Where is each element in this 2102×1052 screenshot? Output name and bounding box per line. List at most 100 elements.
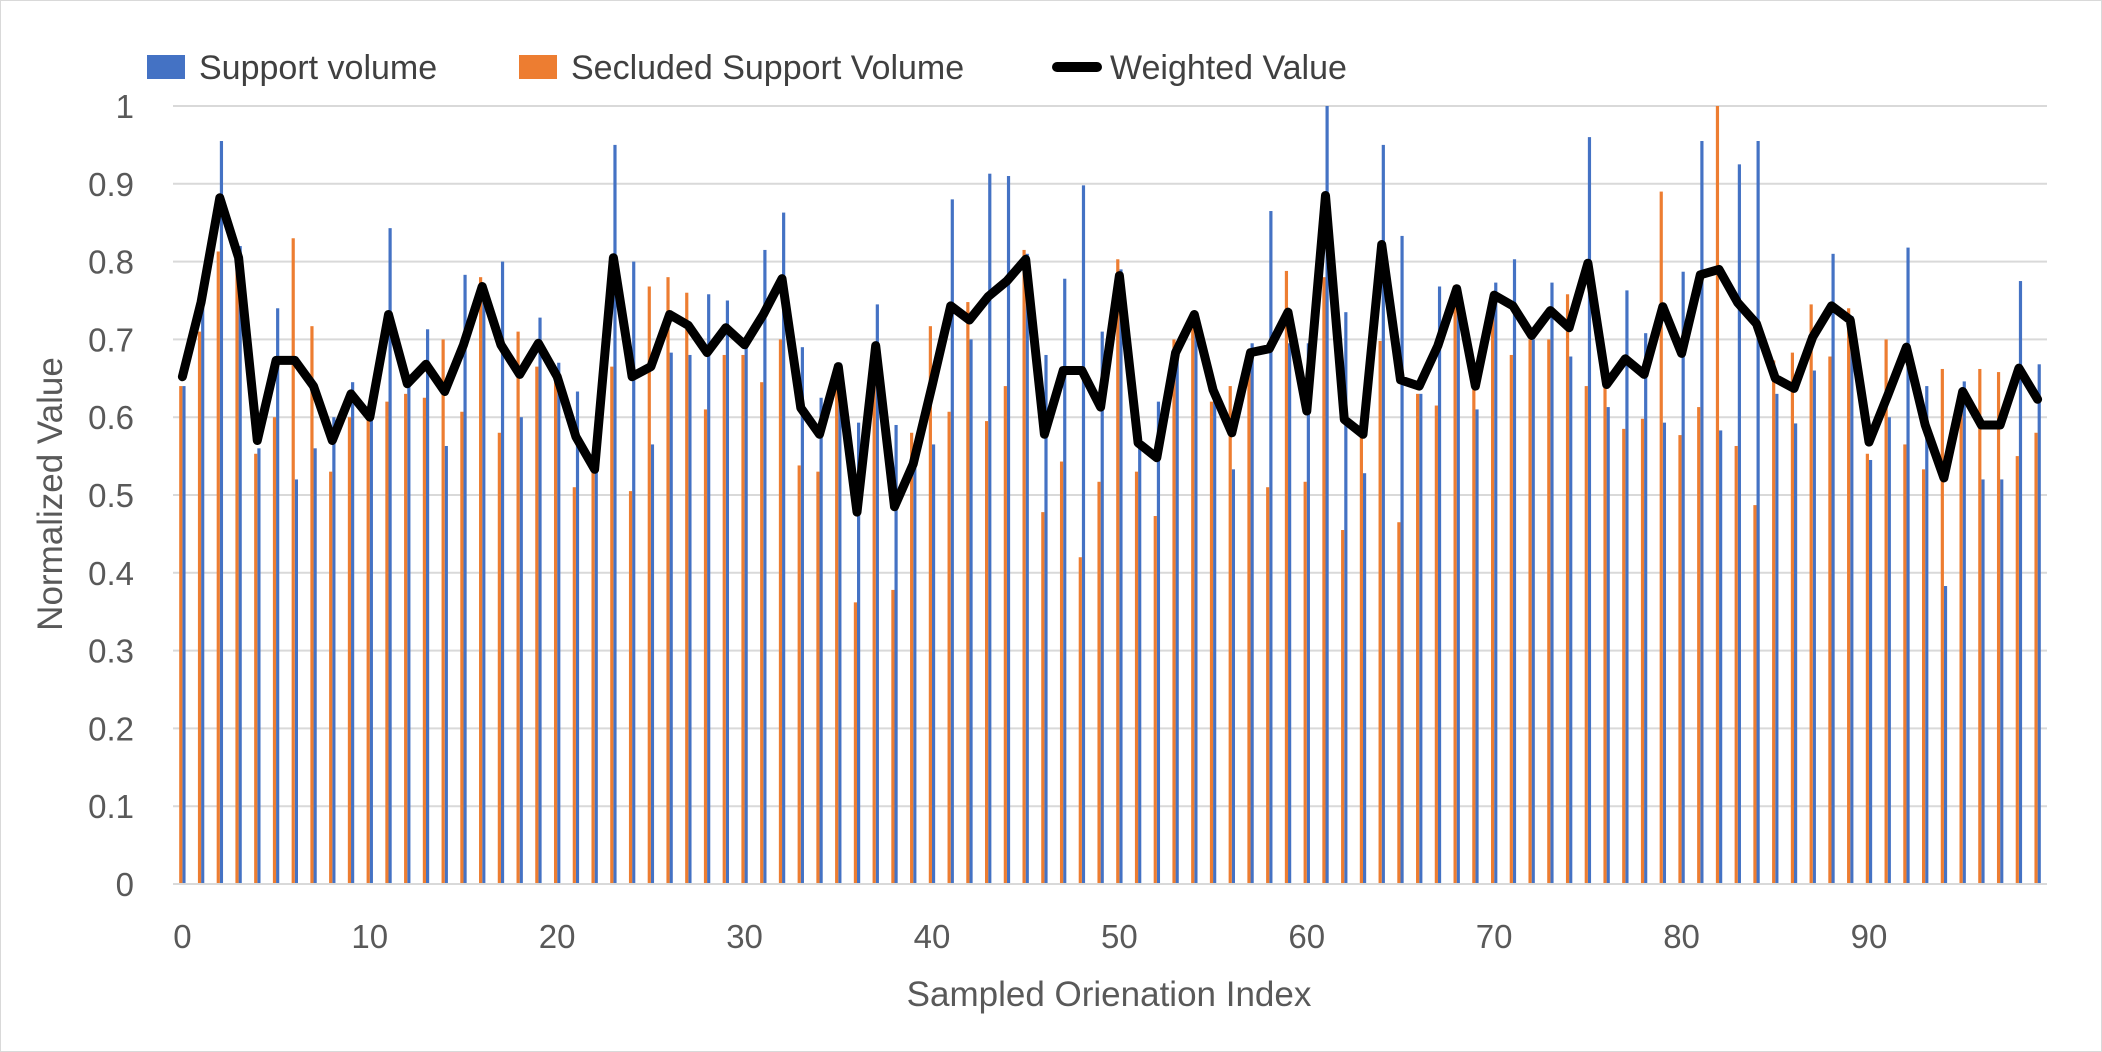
support-volume-bar xyxy=(1175,344,1179,884)
secluded-support-volume-bar xyxy=(1059,461,1064,884)
support-volume-bar xyxy=(1269,211,1273,884)
support-volume-bar xyxy=(482,292,486,885)
y-tick-label: 0.8 xyxy=(88,244,134,281)
support-volume-bar xyxy=(444,445,448,884)
y-axis-title: Normalized Value xyxy=(31,357,70,631)
secluded-support-volume-bar xyxy=(441,339,445,884)
support-volume-bar xyxy=(1156,401,1161,884)
secluded-support-volume-bar xyxy=(1359,436,1363,884)
support-volume-bar xyxy=(1775,393,1779,884)
support-volume-bar xyxy=(1494,282,1498,885)
support-volume-bar xyxy=(1456,292,1460,885)
support-volume-bar xyxy=(182,386,186,884)
legend-label-weighted-value: Weighted Value xyxy=(1110,49,1347,87)
support-volume-bar xyxy=(388,228,392,884)
support-volume-bar xyxy=(613,144,617,884)
support-volume-bar xyxy=(1587,137,1592,884)
secluded-support-volume-bar xyxy=(1228,386,1232,884)
secluded-support-volume-bar xyxy=(479,277,483,884)
secluded-support-volume-bar xyxy=(179,386,183,884)
secluded-support-volume-bar xyxy=(985,421,989,884)
support-volume-bar xyxy=(1344,312,1348,884)
support-volume-bar xyxy=(1906,247,1910,884)
support-volume-bar xyxy=(538,317,542,885)
secluded-support-volume-bar xyxy=(1097,481,1101,884)
secluded-support-volume-bar xyxy=(1247,362,1251,884)
x-axis-title: Sampled Orienation Index xyxy=(907,975,1312,1014)
secluded-support-volume-bar xyxy=(778,339,783,884)
support-volume-bar xyxy=(2037,364,2041,884)
x-tick-label: 20 xyxy=(539,918,576,955)
support-volume-bar xyxy=(1044,354,1048,885)
support-volume-bar xyxy=(1850,316,1854,884)
support-volume-bar xyxy=(1306,343,1310,884)
x-tick-label: 90 xyxy=(1851,918,1888,955)
support-volume-bar xyxy=(707,294,711,884)
x-tick-label: 80 xyxy=(1663,918,1700,955)
support-volume-bar xyxy=(782,212,786,884)
support-volume-bar xyxy=(1831,253,1835,884)
support-volume-bar xyxy=(1606,407,1610,884)
secluded-support-volume-swatch xyxy=(519,55,557,79)
secluded-support-volume-bar xyxy=(1416,393,1420,884)
support-volume-bar xyxy=(500,261,505,885)
x-tick-label: 30 xyxy=(726,918,763,955)
secluded-support-volume-bar xyxy=(1378,340,1382,884)
support-volume-bar xyxy=(1550,282,1554,885)
secluded-support-volume-bar xyxy=(197,331,202,884)
support-volume-bar xyxy=(950,199,954,885)
secluded-support-volume-bar xyxy=(1453,284,1457,884)
gridlines xyxy=(173,105,2047,808)
support-volume-bar xyxy=(875,304,879,884)
secluded-support-volume-bar xyxy=(1003,386,1007,884)
secluded-support-volume-bar xyxy=(1041,512,1045,884)
secluded-support-volume-bar xyxy=(1640,418,1645,884)
secluded-support-volume-bar xyxy=(1209,401,1214,884)
secluded-support-volume-bar xyxy=(1828,356,1832,884)
support-volume-bar xyxy=(219,141,224,884)
legend-item-weighted-value: Weighted Value xyxy=(1052,49,1347,87)
support-volume-bar xyxy=(425,329,430,884)
secluded-support-volume-bars xyxy=(179,106,2038,885)
support-volume-bar xyxy=(1868,459,1873,884)
support-volume-bar xyxy=(1756,141,1760,884)
secluded-support-volume-bar xyxy=(647,286,651,885)
secluded-support-volume-bar xyxy=(816,471,820,884)
secluded-support-volume-bar xyxy=(1584,386,1588,884)
secluded-support-volume-bar xyxy=(1547,339,1551,884)
support-volume-bar xyxy=(1700,141,1704,884)
secluded-support-volume-bar xyxy=(628,491,633,884)
support-volume-bar xyxy=(1625,290,1629,884)
y-tick-label: 0.1 xyxy=(88,788,134,825)
secluded-support-volume-bar xyxy=(1078,557,1082,884)
secluded-support-volume-bar xyxy=(1266,487,1270,884)
x-axis-tick-labels: 0 10 20 30 40 50 60 70 80 90 xyxy=(173,918,1887,955)
support-volume-bar xyxy=(557,362,561,884)
y-tick-label: 0.4 xyxy=(88,555,134,592)
support-volume-bar xyxy=(1381,144,1385,884)
secluded-support-volume-bar xyxy=(928,326,932,884)
support-volume-bar xyxy=(969,339,973,884)
support-volume-bar xyxy=(1531,339,1535,884)
support-volume-bar xyxy=(650,444,655,884)
secluded-support-volume-bar xyxy=(685,292,689,885)
secluded-support-volume-bar xyxy=(291,238,295,884)
support-volume-bar xyxy=(988,173,992,884)
secluded-support-volume-bar xyxy=(1472,379,1476,884)
support-volume-bar xyxy=(2000,479,2004,884)
secluded-support-volume-bar xyxy=(553,379,558,884)
y-tick-label: 0.9 xyxy=(88,166,134,203)
weighted-value-line xyxy=(177,191,2043,517)
secluded-support-volume-bar xyxy=(741,354,745,885)
secluded-support-volume-bar xyxy=(966,302,970,884)
secluded-support-volume-bar xyxy=(404,393,408,884)
secluded-support-volume-bar xyxy=(2034,432,2038,884)
support-volume-bar xyxy=(688,354,692,885)
secluded-support-volume-bar xyxy=(460,411,464,884)
support-volume-bar xyxy=(725,300,730,884)
support-volume-bars xyxy=(182,106,2041,885)
support-volume-bar xyxy=(2018,281,2023,884)
support-volume-bar xyxy=(1213,386,1217,884)
secluded-support-volume-bar xyxy=(947,411,951,884)
support-volume-bar xyxy=(351,382,355,884)
